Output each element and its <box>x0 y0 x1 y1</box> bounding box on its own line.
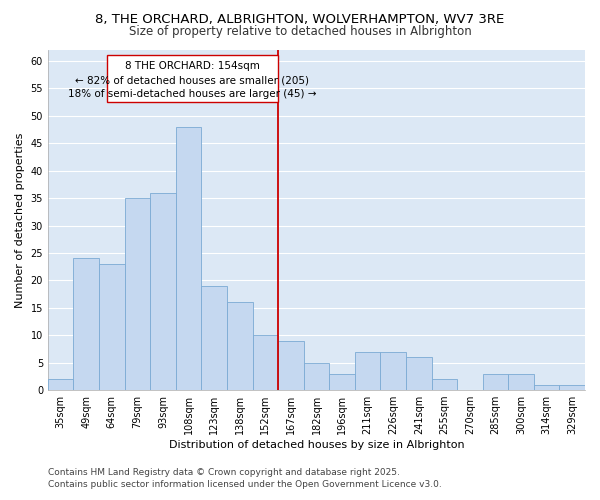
Bar <box>431 379 457 390</box>
Bar <box>150 192 176 390</box>
Bar <box>202 286 227 390</box>
Bar <box>99 264 125 390</box>
Text: ← 82% of detached houses are smaller (205): ← 82% of detached houses are smaller (20… <box>76 75 310 85</box>
Text: 18% of semi-detached houses are larger (45) →: 18% of semi-detached houses are larger (… <box>68 89 317 99</box>
Text: Contains HM Land Registry data © Crown copyright and database right 2025.
Contai: Contains HM Land Registry data © Crown c… <box>48 468 442 489</box>
Text: 8 THE ORCHARD: 154sqm: 8 THE ORCHARD: 154sqm <box>125 62 260 72</box>
Text: 8, THE ORCHARD, ALBRIGHTON, WOLVERHAMPTON, WV7 3RE: 8, THE ORCHARD, ALBRIGHTON, WOLVERHAMPTO… <box>95 12 505 26</box>
Bar <box>176 127 202 390</box>
Y-axis label: Number of detached properties: Number of detached properties <box>15 132 25 308</box>
Bar <box>406 357 431 390</box>
Text: Size of property relative to detached houses in Albrighton: Size of property relative to detached ho… <box>128 25 472 38</box>
Bar <box>73 258 99 390</box>
FancyBboxPatch shape <box>107 56 278 102</box>
Bar <box>253 335 278 390</box>
Bar <box>482 374 508 390</box>
Bar <box>508 374 534 390</box>
Bar <box>304 362 329 390</box>
Bar <box>559 384 585 390</box>
Bar <box>278 340 304 390</box>
Bar <box>125 198 150 390</box>
Bar <box>355 352 380 390</box>
Bar <box>380 352 406 390</box>
Bar <box>227 302 253 390</box>
Bar <box>534 384 559 390</box>
X-axis label: Distribution of detached houses by size in Albrighton: Distribution of detached houses by size … <box>169 440 464 450</box>
Bar <box>48 379 73 390</box>
Bar <box>329 374 355 390</box>
